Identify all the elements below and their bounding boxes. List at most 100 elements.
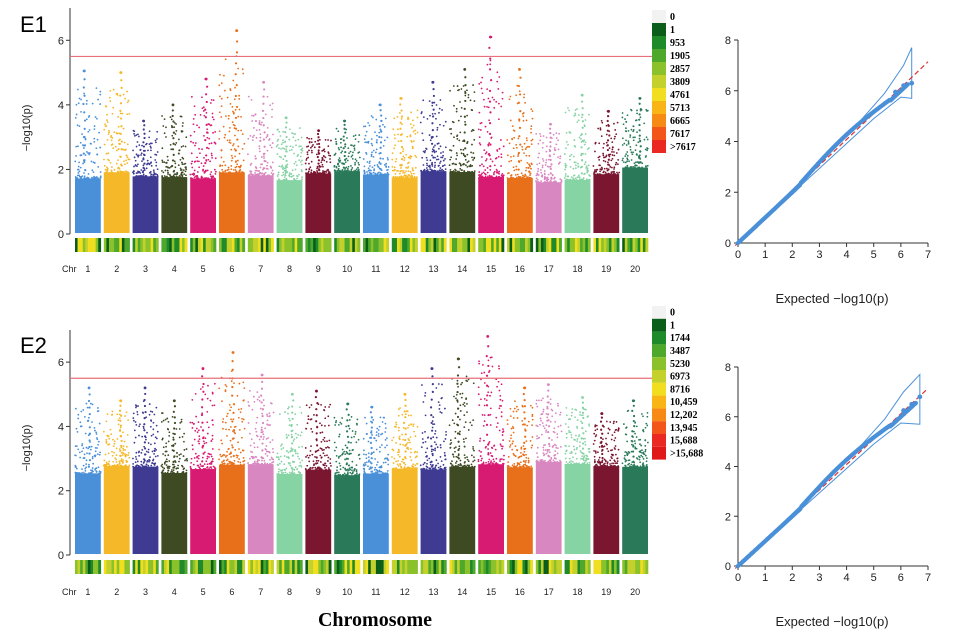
chr-label-6: 6 — [229, 587, 234, 597]
snp-point — [192, 423, 195, 425]
snp-point — [230, 154, 233, 157]
density-cell — [250, 560, 254, 574]
snp-point — [473, 456, 475, 458]
snp-point — [423, 169, 425, 172]
snp-point — [83, 119, 87, 122]
snp-point — [488, 458, 491, 461]
density-cell — [124, 560, 128, 574]
snp-point — [638, 154, 641, 157]
snp-point — [283, 463, 286, 466]
snp-point — [146, 460, 148, 463]
snp-point — [323, 436, 326, 439]
density-cell — [522, 238, 526, 252]
snp-point — [637, 155, 641, 159]
density-cell — [174, 238, 178, 252]
snp-point — [392, 175, 395, 178]
snp-point — [383, 164, 386, 166]
snp-point — [560, 181, 563, 184]
snp-point — [606, 144, 609, 147]
snp-point — [335, 143, 338, 146]
y-tick-label: 2 — [58, 486, 64, 498]
chromosome-9-dense-block — [305, 173, 332, 233]
density-cell — [640, 238, 644, 252]
snp-point — [263, 404, 265, 407]
density-cell — [320, 560, 324, 574]
snp-point — [431, 101, 434, 104]
snp-point — [400, 115, 404, 118]
snp-point — [466, 170, 469, 173]
snp-point — [435, 135, 438, 138]
snp-point — [309, 467, 311, 470]
snp-point — [363, 165, 366, 168]
snp-point — [134, 159, 137, 162]
density-cell — [226, 238, 230, 252]
snp-point — [263, 88, 266, 91]
density-cell — [169, 560, 173, 574]
snp-point — [234, 94, 237, 98]
snp-point — [230, 148, 233, 151]
snp-point — [628, 160, 631, 163]
density-cell — [313, 238, 317, 252]
snp-point — [607, 163, 610, 166]
density-cell — [344, 560, 348, 574]
snp-point — [402, 175, 405, 178]
snp-point — [172, 469, 175, 472]
snp-point — [613, 166, 616, 169]
snp-point — [406, 447, 408, 450]
snp-point — [462, 403, 465, 406]
snp-point — [536, 178, 539, 181]
snp-point — [339, 454, 342, 457]
snp-point — [522, 445, 525, 447]
snp-point — [407, 174, 410, 176]
snp-point — [356, 418, 359, 421]
snp-point — [459, 131, 462, 134]
snp-point — [541, 164, 544, 167]
snp-point — [478, 136, 481, 139]
snp-point — [459, 163, 462, 166]
snp-point — [584, 161, 587, 164]
density-cell — [430, 560, 434, 574]
snp-point — [638, 161, 640, 164]
snp-point — [164, 169, 167, 172]
snp-point — [395, 467, 398, 469]
snp-point — [429, 437, 433, 440]
snp-point — [120, 86, 123, 90]
snp-point — [272, 133, 274, 136]
snp-point — [225, 459, 228, 462]
density-cell — [386, 560, 390, 574]
snp-point — [190, 95, 193, 98]
snp-point — [291, 448, 294, 451]
snp-point — [75, 467, 78, 470]
legend-swatch — [652, 114, 666, 127]
snp-point — [553, 180, 556, 183]
snp-point — [410, 172, 413, 175]
snp-point — [345, 157, 348, 160]
density-cell — [219, 560, 222, 574]
snp-point — [172, 466, 176, 469]
snp-point — [117, 115, 120, 118]
snp-point — [135, 405, 138, 408]
snp-point — [295, 144, 297, 147]
snp-point — [290, 472, 294, 476]
snp-point — [321, 159, 323, 162]
snp-point — [559, 178, 562, 181]
snp-point — [521, 419, 524, 422]
snp-point — [411, 465, 414, 468]
snp-point — [577, 119, 580, 122]
density-cell — [559, 238, 562, 252]
snp-point — [99, 103, 102, 105]
snp-point — [140, 460, 143, 463]
snp-point — [204, 169, 207, 172]
snp-point — [530, 127, 532, 130]
snp-point — [185, 448, 188, 450]
snp-point — [464, 147, 467, 150]
snp-point — [525, 176, 528, 179]
snp-point — [514, 174, 517, 176]
snp-point — [205, 146, 209, 149]
snp-point — [515, 143, 518, 146]
snp-point — [319, 165, 322, 168]
snp-point — [75, 113, 78, 116]
snp-point — [391, 165, 394, 168]
snp-point — [518, 118, 521, 121]
density-cell — [352, 560, 356, 574]
